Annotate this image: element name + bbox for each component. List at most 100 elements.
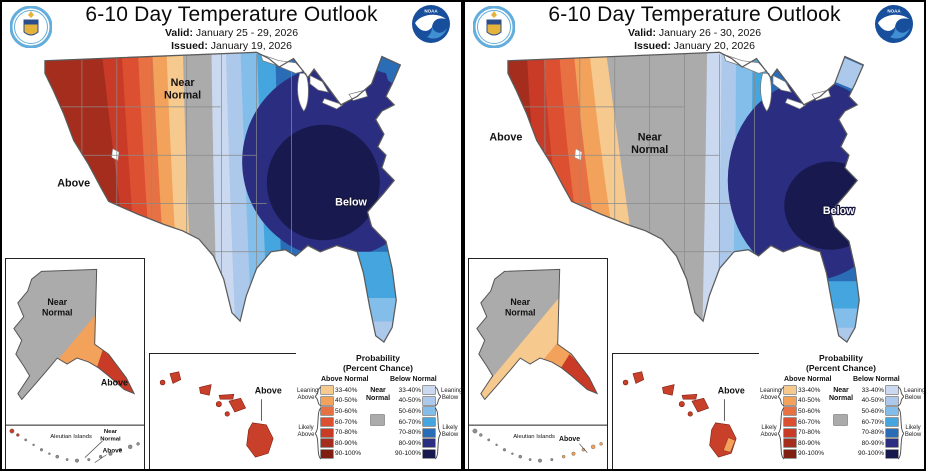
above-normal-row: 33-40%: [784, 385, 829, 396]
noaa-text: NOAA: [887, 9, 901, 14]
below-normal-row: 50-60%: [853, 406, 898, 417]
below-swatch: [423, 407, 435, 416]
below-normal-row: 50-60%: [390, 406, 435, 417]
below-normal-row: 40-50%: [390, 396, 435, 407]
outlook-panel-day2: 6-10 Day Temperature Outlook Valid: Janu…: [463, 0, 926, 471]
legend-left-brace: [314, 375, 322, 469]
probability-legend: Probability (Percent Chance) Leaning Abo…: [296, 353, 463, 469]
below-range-label: 70-80%: [398, 429, 421, 437]
issued-dateline: Issued: January 19, 2026: [171, 40, 292, 52]
near-normal-label: Near Normal: [631, 131, 668, 156]
above-range-label: 90-100%: [798, 450, 825, 458]
leaning-below-label: Leaning Below: [441, 388, 463, 401]
above-swatch: [321, 449, 333, 458]
outlook-panel-day1: 6-10 Day Temperature Outlook Valid: Janu…: [0, 0, 463, 471]
below-normal-header: Below Normal: [390, 376, 437, 383]
above-normal-row: 60-70%: [784, 417, 829, 428]
aleutian-above-label: Above: [103, 448, 123, 455]
below-normal-row: 80-90%: [390, 438, 435, 449]
above-label: Above: [489, 131, 522, 143]
likely-above-label: Likely Above: [297, 425, 315, 438]
below-normal-row: 90-100%: [390, 449, 435, 460]
likely-above-label: Likely Above: [760, 425, 778, 438]
below-normal-column: Below Normal 33-40% 40-50% 50-60% 60-70% 70-8…: [853, 375, 900, 469]
above-range-label: 33-40%: [335, 386, 358, 394]
below-range-label: 33-40%: [398, 386, 421, 394]
above-range-label: 80-90%: [798, 439, 821, 447]
above-normal-row: 90-100%: [784, 449, 829, 460]
above-range-label: 80-90%: [335, 439, 358, 447]
below-swatch: [423, 396, 435, 405]
below-label: Below: [335, 197, 367, 209]
aleutian-islands-label: Aleutian Islands: [513, 434, 555, 440]
above-swatch: [784, 396, 796, 405]
above-swatch: [784, 386, 796, 395]
above-normal-header: Above Normal: [784, 376, 832, 383]
below-normal-header: Below Normal: [853, 376, 900, 383]
above-range-label: 40-50%: [335, 397, 358, 405]
hawaii-above-label: Above: [718, 385, 745, 395]
legend-left-bracket-labels: Leaning Above Likely Above: [760, 375, 782, 469]
page-title: 6-10 Day Temperature Outlook: [85, 3, 378, 26]
valid-dateline: Valid: January 25 - 29, 2026: [164, 27, 299, 39]
below-range-label: 40-50%: [861, 397, 884, 405]
panel-header: 6-10 Day Temperature Outlook Valid: Janu…: [465, 2, 924, 66]
below-swatch: [423, 386, 435, 395]
above-range-label: 90-100%: [335, 450, 362, 458]
aleutian-near-normal-label: Near Normal: [100, 429, 121, 442]
below-range-label: 33-40%: [861, 386, 884, 394]
below-swatch: [886, 386, 898, 395]
legend-subtitle: (Percent Chance): [343, 363, 413, 373]
below-label: Below: [823, 205, 855, 217]
alaska-near-normal-label: Near Normal: [505, 297, 536, 318]
below-range-label: 90-100%: [394, 450, 421, 458]
below-normal-row: 40-50%: [853, 396, 898, 407]
valid-dateline: Valid: January 26 - 30, 2026: [627, 27, 762, 39]
below-range-label: 60-70%: [398, 418, 421, 426]
above-range-label: 40-50%: [798, 397, 821, 405]
page-title: 6-10 Day Temperature Outlook: [548, 3, 841, 26]
legend-right-bracket-labels: Leaning Below Likely Below: [904, 375, 926, 469]
above-normal-row: 40-50%: [784, 396, 829, 407]
above-normal-row: 50-60%: [784, 406, 829, 417]
alaska-above-label: Above: [101, 378, 128, 388]
above-range-label: 50-60%: [335, 407, 358, 415]
leaning-above-label: Leaning Above: [297, 388, 319, 401]
near-normal-swatch: [371, 415, 384, 425]
legend-left-bracket-labels: Leaning Above Likely Above: [297, 375, 319, 469]
below-range-label: 90-100%: [857, 450, 884, 458]
near-normal-header: Near Normal: [829, 387, 854, 402]
below-normal-row: 90-100%: [853, 449, 898, 460]
legend-grid: Leaning Above Likely Above Above Normal 33-…: [759, 375, 926, 469]
issued-date: January 20, 2026: [673, 40, 755, 52]
above-swatch: [321, 418, 333, 427]
alaska-inset: Near Normal Aleutian Islands Above: [468, 258, 608, 469]
noaa-text: NOAA: [424, 9, 438, 14]
above-normal-row: 70-80%: [784, 427, 829, 438]
commerce-seal-icon: [9, 5, 53, 49]
noaa-logo-icon: NOAA: [411, 4, 451, 44]
above-normal-column: Above Normal 33-40% 40-50% 50-60% 60-70% 70-8…: [784, 375, 832, 469]
above-range-label: 50-60%: [798, 407, 821, 415]
above-normal-row: 33-40%: [321, 385, 366, 396]
legend-subtitle: (Percent Chance): [806, 363, 876, 373]
below-swatch: [886, 428, 898, 437]
below-normal-column: Below Normal 33-40% 40-50% 50-60% 60-70% 70-8…: [390, 375, 437, 469]
below-range-label: 50-60%: [398, 407, 421, 415]
above-normal-row: 70-80%: [321, 427, 366, 438]
near-normal-swatch: [834, 415, 847, 425]
below-swatch: [886, 449, 898, 458]
hawaii-inset: Above: [612, 353, 764, 469]
below-range-label: 80-90%: [398, 439, 421, 447]
leaning-below-label: Leaning Below: [904, 388, 926, 401]
above-range-label: 60-70%: [798, 418, 821, 426]
below-swatch: [886, 418, 898, 427]
below-swatch: [423, 449, 435, 458]
hawaii-above-label: Above: [255, 385, 282, 395]
issued-date: January 19, 2026: [210, 40, 292, 52]
above-swatch: [321, 396, 333, 405]
above-swatch: [784, 449, 796, 458]
leaning-above-label: Leaning Above: [760, 388, 782, 401]
near-normal-label: Near Normal: [164, 77, 201, 102]
legend-grid: Leaning Above Likely Above Above Normal 33-…: [296, 375, 463, 469]
